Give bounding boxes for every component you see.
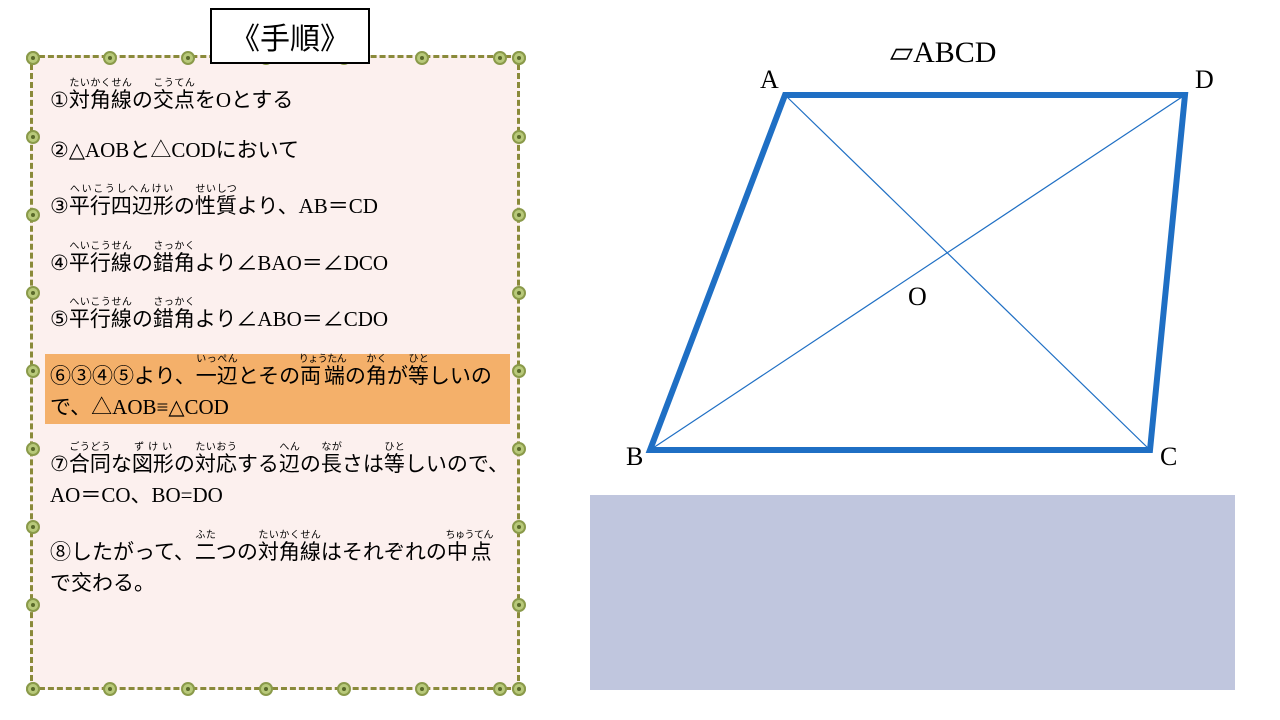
border-bead-icon <box>26 682 40 696</box>
border-bead-icon <box>512 130 526 144</box>
border-bead-icon <box>26 130 40 144</box>
border-bead-icon <box>26 208 40 222</box>
border-bead-icon <box>26 598 40 612</box>
vertex-label-A: A <box>760 65 779 95</box>
border-bead-icon <box>26 286 40 300</box>
border-bead-icon <box>26 51 40 65</box>
border-bead-icon <box>103 682 117 696</box>
step-item: ⑥③④⑤より、一辺いっぺんとその両端りょうたんの角かくが等ひとしいので、△AOB… <box>45 354 510 424</box>
border-bead-icon <box>512 598 526 612</box>
bottom-blue-panel <box>590 495 1235 690</box>
step-item: ②△AOBと△CODにおいて <box>50 135 510 167</box>
border-bead-icon <box>512 286 526 300</box>
step-item: ④平行線へいこうせんの錯角さっかくより∠BAO＝∠DCO <box>50 241 510 280</box>
border-bead-icon <box>26 364 40 378</box>
step-item: ⑧したがって、二ふたつの対角線たいかくせんはそれぞれの中点ちゅうてんで交わる。 <box>50 530 510 600</box>
vertex-label-B: B <box>626 442 643 472</box>
step-item: ③平行四辺形へいこうしへんけいの性質せいしつより、AB＝CD <box>50 184 510 223</box>
border-bead-icon <box>337 682 351 696</box>
border-bead-icon <box>415 682 429 696</box>
border-bead-icon <box>26 442 40 456</box>
border-bead-icon <box>493 51 507 65</box>
border-bead-icon <box>181 682 195 696</box>
parallelogram-diagram: ▱ABCD ADBCO <box>590 30 1240 470</box>
step-item: ⑤平行線へいこうせんの錯角さっかくより∠ABO＝∠CDO <box>50 297 510 336</box>
procedure-title: 《手順》 <box>210 8 370 64</box>
steps-list: ①対角線たいかくせんの交点こうてんをOとする ②△AOBと△CODにおいて ③平行四… <box>50 78 510 618</box>
border-bead-icon <box>512 520 526 534</box>
step-item: ⑦合同ごうどうな図形ずけいの対応たいおうする辺へんの長ながさは等ひとしいので、A… <box>50 442 510 512</box>
border-bead-icon <box>512 208 526 222</box>
diagram-svg <box>590 30 1240 490</box>
step-item: ①対角線たいかくせんの交点こうてんをOとする <box>50 78 510 117</box>
border-bead-icon <box>493 682 507 696</box>
border-bead-icon <box>512 682 526 696</box>
border-bead-icon <box>259 682 273 696</box>
vertex-label-O: O <box>908 282 927 312</box>
vertex-label-D: D <box>1195 65 1214 95</box>
border-bead-icon <box>181 51 195 65</box>
border-bead-icon <box>512 51 526 65</box>
border-bead-icon <box>512 442 526 456</box>
border-bead-icon <box>103 51 117 65</box>
vertex-label-C: C <box>1160 442 1177 472</box>
border-bead-icon <box>26 520 40 534</box>
border-bead-icon <box>415 51 429 65</box>
border-bead-icon <box>512 364 526 378</box>
